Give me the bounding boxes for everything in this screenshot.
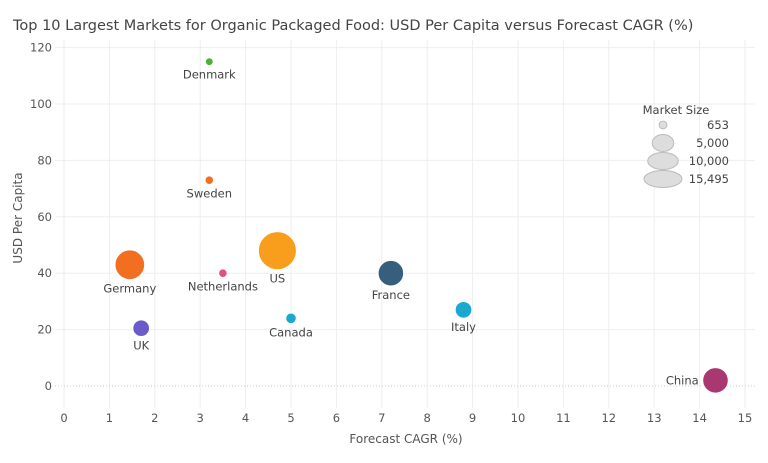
data-label: Sweden <box>187 186 232 200</box>
chart-title: Top 10 Largest Markets for Organic Packa… <box>12 18 693 34</box>
y-tick-label: 60 <box>37 210 52 224</box>
size-legend: Market Size 653 5,000 10,000 15,495 <box>643 103 729 188</box>
x-tick-label: 5 <box>287 411 294 425</box>
y-tick-label: 0 <box>45 379 52 393</box>
x-tick-label: 12 <box>601 411 616 425</box>
legend-size-label: 653 <box>707 118 729 132</box>
legend-title: Market Size <box>643 103 710 117</box>
y-tick-label: 120 <box>30 41 52 55</box>
data-label: China <box>666 373 699 387</box>
data-points: Denmark Sweden Germany Netherlands US France C… <box>103 57 729 394</box>
data-label: France <box>372 288 410 302</box>
x-tick-label: 9 <box>469 411 476 425</box>
legend-size-label: 15,495 <box>689 172 729 186</box>
data-point-italy <box>454 300 473 319</box>
y-tick-label: 40 <box>37 266 52 280</box>
x-tick-label: 8 <box>424 411 431 425</box>
data-point-france <box>377 259 405 287</box>
x-tick-label: 2 <box>151 411 158 425</box>
x-tick-label: 11 <box>556 411 571 425</box>
x-axis-ticks: 0 1 2 3 4 5 6 7 8 9 10 11 12 13 14 15 <box>60 411 752 425</box>
y-tick-label: 100 <box>30 97 52 111</box>
x-tick-label: 4 <box>242 411 249 425</box>
data-label: UK <box>133 339 149 353</box>
data-point-canada <box>285 312 297 325</box>
x-tick-label: 14 <box>692 411 707 425</box>
x-tick-label: 0 <box>60 411 67 425</box>
x-axis-label: Forecast CAGR (%) <box>349 432 462 446</box>
data-point-uk <box>132 319 151 338</box>
y-axis-ticks: 0 20 40 60 80 100 120 <box>30 41 52 393</box>
data-label: Netherlands <box>188 280 258 294</box>
legend-size-marker <box>651 134 675 152</box>
x-tick-label: 7 <box>378 411 385 425</box>
data-label: Denmark <box>183 68 236 82</box>
data-point-netherlands <box>218 268 228 279</box>
y-axis-label: USD Per Capita <box>11 172 25 263</box>
data-point-china <box>702 367 729 394</box>
data-label: Italy <box>451 320 476 334</box>
y-tick-label: 20 <box>37 323 52 337</box>
legend-size-label: 10,000 <box>689 154 729 168</box>
legend-size-label: 5,000 <box>696 136 729 150</box>
x-tick-label: 6 <box>333 411 340 425</box>
y-tick-label: 80 <box>37 153 52 167</box>
legend-size-marker <box>658 120 668 130</box>
data-point-us <box>257 231 297 271</box>
data-point-sweden <box>204 175 215 185</box>
data-label: US <box>270 272 286 286</box>
data-label: Canada <box>269 326 313 340</box>
legend-size-marker <box>643 170 683 188</box>
data-label: Germany <box>103 282 156 296</box>
grid <box>55 40 755 408</box>
x-tick-label: 13 <box>647 411 662 425</box>
x-tick-label: 3 <box>197 411 204 425</box>
x-tick-label: 1 <box>106 411 113 425</box>
x-tick-label: 15 <box>738 411 753 425</box>
x-tick-label: 10 <box>511 411 526 425</box>
data-point-denmark <box>204 57 214 67</box>
data-point-germany <box>114 249 146 281</box>
legend-size-marker <box>647 152 679 170</box>
